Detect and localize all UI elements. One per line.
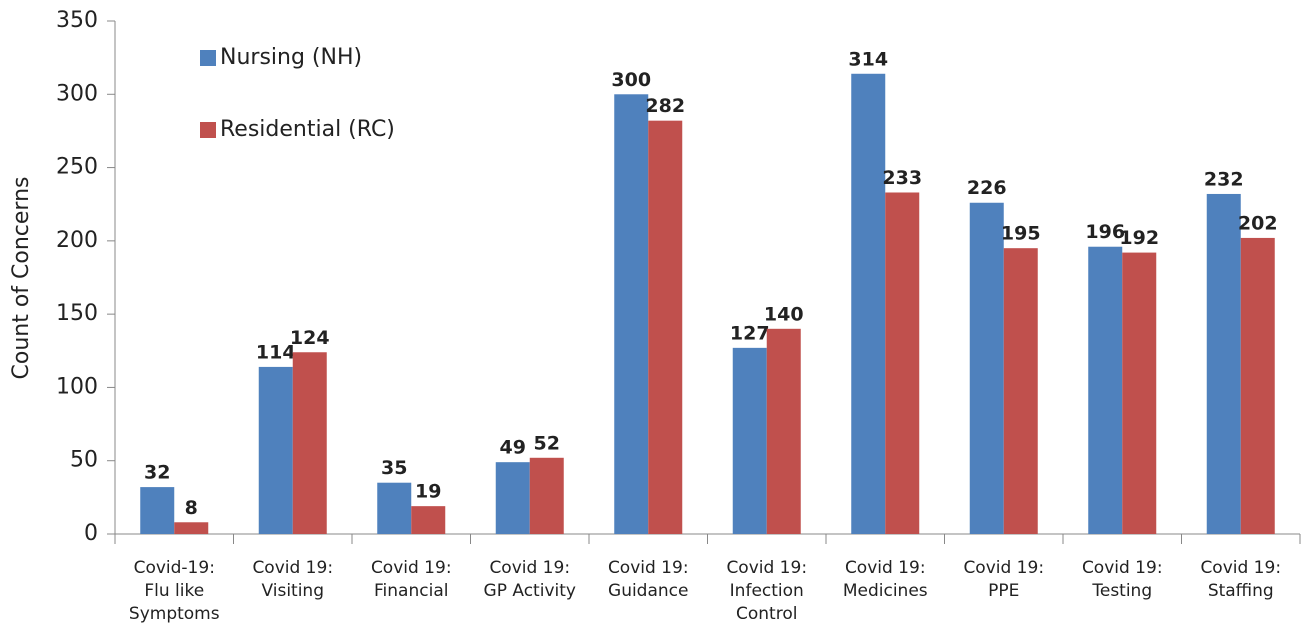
- data-label: 32: [144, 462, 170, 484]
- x-tick-label: Covid 19:: [726, 558, 807, 578]
- x-tick-label: Control: [736, 604, 797, 624]
- bar: [732, 347, 767, 534]
- bar: [766, 328, 801, 534]
- y-tick-label: 100: [56, 374, 98, 399]
- x-tick-label: Flu like: [144, 581, 204, 601]
- bar: [258, 366, 293, 534]
- legend-label: Residential (RC): [220, 117, 395, 142]
- data-label: 114: [256, 341, 296, 363]
- bar: [1206, 193, 1241, 534]
- bar: [614, 94, 649, 535]
- bar: [174, 522, 209, 534]
- bar: [885, 192, 920, 534]
- x-tick-label: Medicines: [843, 581, 928, 601]
- y-tick-label: 150: [56, 301, 98, 326]
- bar: [292, 352, 327, 534]
- bar: [529, 457, 564, 534]
- data-label: 19: [415, 481, 441, 503]
- bar: [1088, 246, 1123, 534]
- x-tick-label: Covid 19:: [371, 558, 452, 578]
- data-label: 196: [1085, 221, 1125, 243]
- y-tick-label: 300: [56, 81, 98, 106]
- bar: [495, 462, 530, 534]
- data-label: 314: [848, 48, 888, 70]
- x-tick-label: Testing: [1091, 581, 1152, 601]
- x-tick-label: Covid 19:: [489, 558, 570, 578]
- data-label: 192: [1119, 227, 1159, 249]
- x-tick-label: Covid 19:: [608, 558, 689, 578]
- x-tick-label: Visiting: [261, 581, 324, 601]
- y-tick-label: 0: [84, 521, 98, 546]
- x-tick-label: Covid 19:: [963, 558, 1044, 578]
- legend-label: Nursing (NH): [220, 45, 362, 70]
- bar: [969, 202, 1004, 534]
- bar: [1240, 237, 1275, 534]
- bar: [1003, 248, 1038, 534]
- data-label: 49: [500, 437, 526, 459]
- data-label: 195: [1001, 223, 1041, 245]
- bar: [377, 482, 412, 534]
- x-tick-label: Covid 19:: [1200, 558, 1281, 578]
- data-label: 8: [185, 497, 198, 519]
- bar: [140, 487, 175, 534]
- x-tick-label: Infection: [730, 581, 804, 601]
- x-tick-label: GP Activity: [484, 581, 576, 601]
- y-tick-label: 200: [56, 228, 98, 253]
- data-label: 35: [381, 457, 407, 479]
- data-label: 124: [290, 327, 330, 349]
- y-tick-label: 250: [56, 155, 98, 180]
- x-tick-label: PPE: [988, 581, 1019, 601]
- bar: [851, 73, 886, 534]
- x-tick-label: Covid 19:: [1082, 558, 1163, 578]
- data-label: 233: [882, 167, 922, 189]
- x-tick-label: Covid 19:: [845, 558, 926, 578]
- x-tick-label: Staffing: [1208, 581, 1274, 601]
- data-label: 52: [534, 432, 560, 454]
- data-label: 140: [764, 303, 804, 325]
- x-tick-label: Symptoms: [129, 604, 220, 624]
- data-label: 282: [645, 95, 685, 117]
- x-tick-label: Covid-19:: [134, 558, 215, 578]
- bar: [648, 120, 683, 534]
- data-label: 202: [1238, 212, 1278, 234]
- bar: [411, 506, 446, 534]
- legend-swatch: [200, 122, 216, 138]
- data-label: 300: [611, 69, 651, 91]
- y-tick-label: 50: [70, 448, 98, 473]
- data-label: 232: [1204, 168, 1244, 190]
- x-tick-label: Financial: [374, 581, 448, 601]
- x-tick-label: Guidance: [608, 581, 688, 601]
- y-axis-title: Count of Concerns: [9, 177, 34, 380]
- y-tick-label: 350: [56, 8, 98, 33]
- bar: [1122, 252, 1157, 534]
- x-tick-label: Covid 19:: [252, 558, 333, 578]
- data-label: 127: [730, 322, 770, 344]
- legend-swatch: [200, 50, 216, 66]
- data-label: 226: [967, 177, 1007, 199]
